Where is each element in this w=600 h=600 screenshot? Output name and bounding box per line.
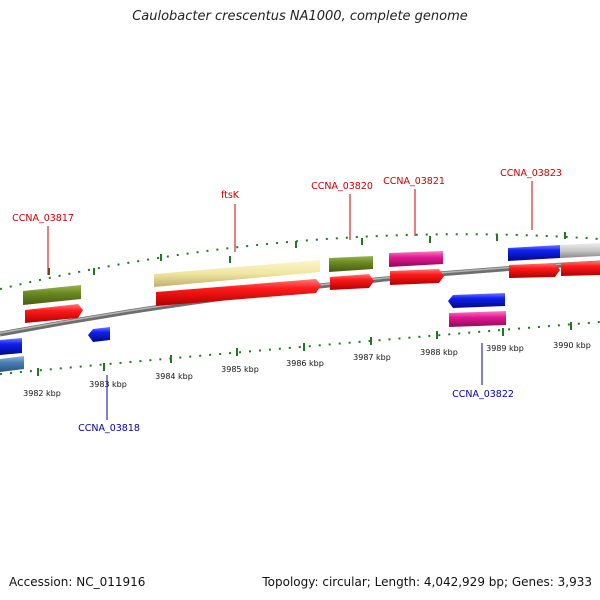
gene-ccna-03821[interactable]: [390, 269, 444, 285]
label-ccna-03820[interactable]: CCNA_03820: [311, 181, 373, 192]
scale-label-3985: 3985 kbp: [221, 365, 259, 374]
scale-label-3983: 3983 kbp: [89, 380, 127, 389]
gene-ccna-03822[interactable]: [448, 293, 505, 308]
gene-ccna-03820-outer[interactable]: [329, 256, 373, 272]
gene-ccna-03823[interactable]: [509, 261, 600, 278]
label-ftsk[interactable]: ftsK: [221, 190, 240, 201]
gene-ccna-03822-inner[interactable]: [449, 311, 506, 327]
label-ccna-03818[interactable]: CCNA_03818: [78, 423, 140, 434]
scale-label-3986: 3986 kbp: [286, 359, 324, 368]
scale-label-3982: 3982 kbp: [23, 389, 61, 398]
gene-ccna-03817-outer[interactable]: [23, 285, 81, 305]
label-ccna-03817[interactable]: CCNA_03817: [12, 213, 74, 224]
accession-text: Accession: NC_011916: [9, 575, 146, 589]
gene-ccna-03817[interactable]: [25, 304, 83, 323]
scale-label-3987: 3987 kbp: [353, 353, 391, 362]
gene-ccna-03818[interactable]: [88, 327, 110, 342]
scale-labels: 3982 kbp 3983 kbp 3984 kbp 3985 kbp 3986…: [23, 341, 591, 398]
inner-tick-ring: [0, 321, 600, 375]
gene-ccna-03821-outer[interactable]: [389, 251, 443, 267]
label-ccna-03821[interactable]: CCNA_03821: [383, 176, 445, 187]
scale-label-3989: 3989 kbp: [486, 344, 524, 353]
outer-major-ticks: [48, 232, 566, 275]
genome-info-text: Topology: circular; Length: 4,042,929 bp…: [262, 575, 592, 589]
gene-left-minus-steel[interactable]: [0, 356, 24, 372]
gene-ccna-03823-outer[interactable]: [508, 243, 600, 261]
gene-ftsk[interactable]: [156, 279, 321, 306]
label-ccna-03822[interactable]: CCNA_03822: [452, 389, 514, 400]
gene-ccna-03820[interactable]: [330, 274, 374, 290]
outer-tick-ring: [0, 233, 600, 290]
map-title: Caulobacter crescentus NA1000, complete …: [132, 9, 468, 24]
scale-label-3990: 3990 kbp: [553, 341, 591, 350]
label-ccna-03823[interactable]: CCNA_03823: [500, 168, 562, 179]
gene-left-minus-blue[interactable]: [0, 338, 22, 355]
scale-label-3988: 3988 kbp: [420, 348, 458, 357]
scale-label-3984: 3984 kbp: [155, 372, 193, 381]
inner-major-ticks: [37, 322, 572, 376]
label-leaders: [47, 181, 533, 420]
gene-ftsk-outer[interactable]: [154, 260, 320, 287]
